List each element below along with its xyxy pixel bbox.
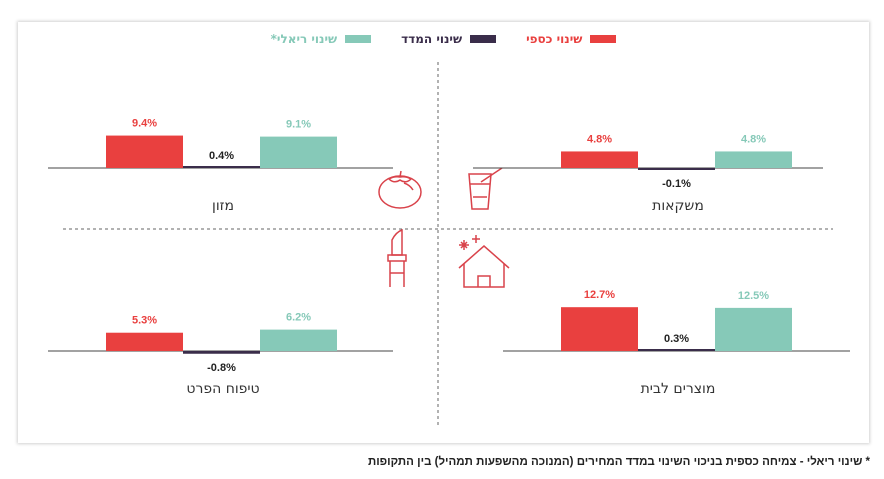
- panel-1-bar-1: [638, 168, 715, 170]
- legend-swatch-nominal: [590, 35, 617, 43]
- panel-1-bar-2: [715, 151, 792, 168]
- panel-0-bar-1: [183, 166, 260, 168]
- legend-swatch-real: [345, 35, 372, 43]
- panel-1-title: משקאות: [652, 198, 704, 214]
- legend-item-index: שינוי המדד: [401, 32, 497, 46]
- chart-frame: שינוי כספי שינוי המדד שינוי ריאלי*: [18, 22, 869, 443]
- panel-3-bar-1: [638, 349, 715, 351]
- panel-0: 9.4% 0.4% 9.1% מזון: [48, 118, 393, 214]
- panel-2-value-label-0: 5.3%: [132, 315, 157, 327]
- panel-3-bar-0: [561, 307, 638, 351]
- panel-2: 5.3% -0.8% 6.2% טיפוח הפרט: [48, 312, 393, 397]
- drink-icon: [468, 167, 503, 210]
- panel-2-title: טיפוח הפרט: [186, 381, 259, 397]
- panel-1: 4.8% -0.1% 4.8% משקאות: [473, 133, 823, 214]
- legend-label-real: שינוי ריאלי*: [270, 32, 338, 46]
- panel-2-bar-1: [183, 351, 260, 354]
- panel-1-value-label-0: 4.8%: [587, 133, 612, 145]
- panel-1-bar-0: [561, 151, 638, 168]
- legend-item-nominal: שינוי כספי: [526, 32, 617, 46]
- panel-0-value-label-2: 9.1%: [286, 119, 311, 131]
- panel-2-bar-2: [260, 329, 337, 351]
- panel-1-value-label-1: -0.1%: [662, 178, 691, 190]
- lipstick-icon: [387, 228, 407, 287]
- legend-label-nominal: שינוי כספי: [526, 32, 583, 46]
- panel-0-value-label-0: 9.4%: [132, 118, 157, 130]
- panel-3-value-label-1: 0.3%: [664, 333, 689, 345]
- footnote: * שינוי ריאלי - צמיחה כספית בניכוי השינו…: [367, 456, 870, 468]
- panel-0-title: מזון: [212, 198, 234, 214]
- panel-0-value-label-1: 0.4%: [209, 150, 234, 162]
- panel-2-bar-0: [106, 332, 183, 351]
- chart-canvas: 9.4% 0.4% 9.1% מזון 4.8% -0.1% 4.8% משקאות 5.3% -…: [48, 62, 850, 427]
- legend-swatch-index: [470, 35, 497, 43]
- panel-2-value-label-2: 6.2%: [286, 312, 311, 324]
- panel-3-title: מוצרים לבית: [641, 381, 716, 397]
- panel-0-bar-2: [260, 136, 337, 168]
- tomato-icon: [378, 170, 422, 209]
- house-icon: [458, 235, 510, 288]
- legend: שינוי כספי שינוי המדד שינוי ריאלי*: [18, 32, 869, 46]
- panel-3: 12.7% 0.3% 12.5% מוצרים לבית: [503, 289, 850, 397]
- panel-3-value-label-2: 12.5%: [738, 290, 769, 302]
- panel-0-bar-0: [106, 135, 183, 168]
- panel-2-value-label-1: -0.8%: [207, 362, 236, 374]
- panel-3-value-label-0: 12.7%: [584, 289, 615, 301]
- legend-label-index: שינוי המדד: [401, 32, 463, 46]
- panel-1-value-label-2: 4.8%: [741, 133, 766, 145]
- legend-item-real: שינוי ריאלי*: [270, 32, 372, 46]
- panel-3-bar-2: [715, 307, 792, 351]
